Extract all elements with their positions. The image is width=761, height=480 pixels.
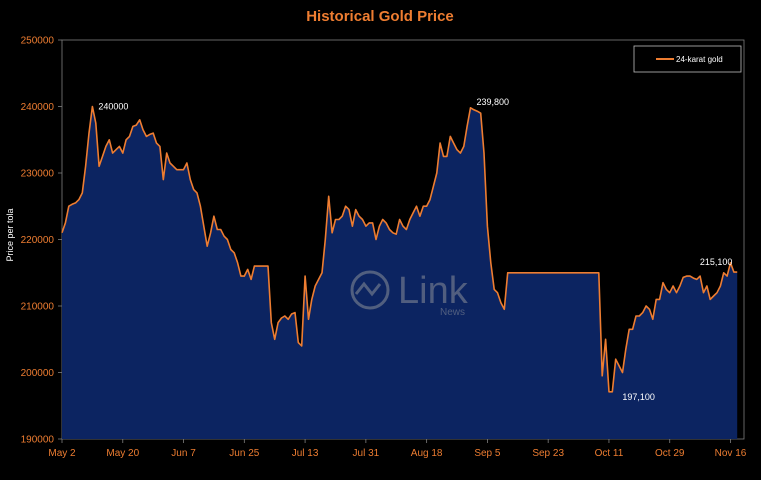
series-line-0	[61, 105, 738, 393]
legend-box	[633, 45, 742, 73]
x-tick-label: Sep 23	[532, 448, 564, 459]
y-tick-label: 230000	[21, 169, 55, 180]
watermark-logo-mark	[354, 281, 382, 297]
data-label: 239,800	[477, 97, 510, 107]
watermark-subtext: News	[440, 307, 465, 318]
x-tick-label: Jun 25	[229, 448, 259, 459]
x-tick-label: Nov 16	[715, 448, 747, 459]
legend: 24-karat gold	[633, 45, 742, 73]
x-tick-label: Jun 7	[171, 448, 196, 459]
watermark-text: Link	[398, 270, 469, 312]
y-tick-label: 240000	[21, 102, 55, 113]
data-label: 240000	[98, 102, 128, 112]
series-area-0	[62, 106, 738, 439]
y-tick-label: 220000	[21, 235, 55, 246]
x-tick-label: Oct 11	[595, 448, 624, 459]
legend-label: 24-karat gold	[676, 55, 723, 64]
y-axis-label: Price per tola	[5, 208, 15, 261]
x-tick-label: Oct 29	[655, 448, 685, 459]
chart-title: Historical Gold Price	[306, 8, 454, 25]
x-tick-label: May 2	[48, 448, 76, 459]
x-tick-label: Aug 18	[411, 448, 443, 459]
data-label: 215,100	[700, 257, 733, 267]
data-label: 197,100	[622, 392, 655, 402]
y-tick-label: 210000	[21, 302, 55, 313]
x-tick-label: Sep 5	[474, 448, 501, 459]
annotation-layer: 240000 239,800 197,100 215,100	[98, 97, 732, 402]
watermark-logo-icon	[350, 270, 390, 310]
x-tick-label: Jul 31	[353, 448, 380, 459]
x-tick-label: May 20	[106, 448, 139, 459]
x-tick-label: Jul 13	[292, 448, 319, 459]
y-tick-label: 190000	[21, 435, 55, 446]
axes-layer: 190000 200000 210000 220000 230000 240000 2500…	[21, 36, 747, 460]
area-layer	[61, 105, 738, 439]
y-tick-label: 250000	[21, 36, 55, 47]
y-tick-label: 200000	[21, 368, 55, 379]
watermark: Link News	[350, 270, 469, 318]
